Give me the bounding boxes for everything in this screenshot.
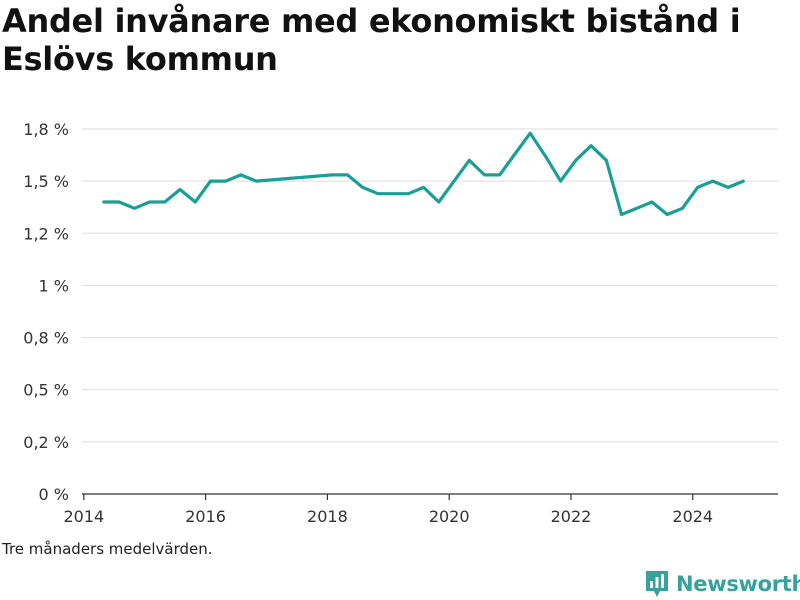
y-tick-label: 0 % xyxy=(39,485,69,504)
y-tick-label: 0,2 % xyxy=(23,433,69,452)
series-line xyxy=(102,131,745,217)
y-axis-tick-labels: 0 % 0,2 % 0,5 % 0,8 % 1 % 1,2 % 1,5 % 1,8 % xyxy=(23,120,69,504)
brand-logo[interactable]: Newsworthy xyxy=(644,568,800,600)
newsworthy-logo-icon xyxy=(646,571,668,597)
y-tick-label: 0,5 % xyxy=(23,381,69,400)
y-tick-label: 0,8 % xyxy=(23,329,69,348)
x-tick-label: 2018 xyxy=(307,507,348,526)
y-tick-label: 1,8 % xyxy=(23,120,69,139)
line-chart: 0 % 0,2 % 0,5 % 0,8 % 1 % 1,2 % 1,5 % 1,8 % 201… xyxy=(23,120,778,526)
x-tick-label: 2016 xyxy=(185,507,226,526)
x-tick-label: 2014 xyxy=(63,507,104,526)
x-axis: 2014 2016 2018 2020 2022 2024 xyxy=(63,493,778,526)
x-tick-label: 2022 xyxy=(551,507,592,526)
grid-lines xyxy=(82,128,778,443)
y-tick-label: 1,2 % xyxy=(23,224,69,243)
x-tick-label: 2020 xyxy=(429,507,470,526)
x-tick-label: 2024 xyxy=(672,507,713,526)
y-tick-label: 1 % xyxy=(39,276,69,295)
y-tick-label: 1,5 % xyxy=(23,172,69,191)
brand-name: Newsworthy xyxy=(676,572,800,596)
chart-title: Andel invånare med ekonomiskt bistånd i … xyxy=(2,2,741,78)
series-group xyxy=(102,131,745,217)
footnote: Tre månaders medelvärden. xyxy=(2,540,213,558)
